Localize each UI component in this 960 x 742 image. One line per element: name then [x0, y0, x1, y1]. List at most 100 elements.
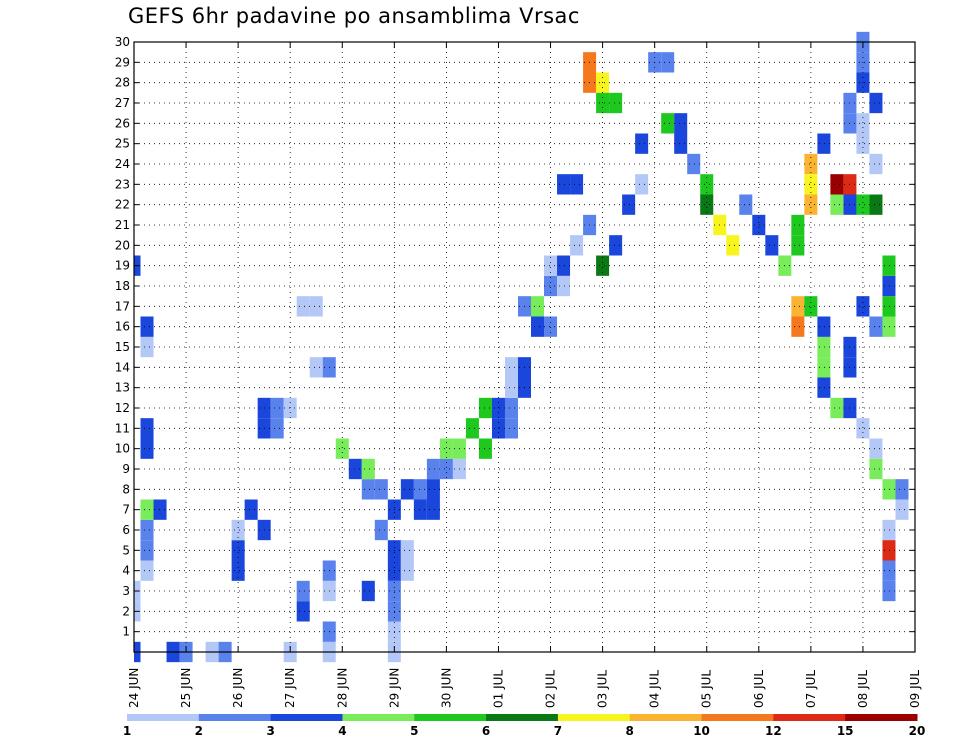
heatmap-cell — [426, 479, 440, 500]
heatmap-cell — [140, 438, 154, 459]
heatmap-cell — [882, 479, 896, 500]
heatmap-cell — [374, 479, 388, 500]
colorbar-label: 7 — [554, 724, 562, 738]
heatmap-cell — [439, 458, 453, 480]
heatmap-cell — [882, 560, 896, 581]
heatmap-cell — [361, 580, 375, 602]
heatmap-cell — [531, 316, 545, 337]
heatmap-cell — [544, 316, 558, 337]
colorbar-label: 3 — [266, 724, 274, 738]
heatmap-cell — [231, 560, 245, 581]
y-tick-label: 15 — [115, 340, 130, 354]
heatmap-cell — [856, 418, 870, 439]
heatmap-cell — [856, 296, 870, 317]
heatmap-cell — [465, 418, 479, 439]
colorbar-label: 2 — [195, 724, 203, 738]
colorbar-swatch — [270, 714, 343, 721]
heatmap-cell — [400, 560, 414, 581]
heatmap-cell — [804, 296, 818, 317]
grid-lines — [133, 41, 916, 652]
heatmap-cell — [374, 519, 388, 541]
chart-title: GEFS 6hr padavine po ansamblima Vrsac — [128, 4, 580, 28]
x-tick-label: 05 JUL — [700, 670, 714, 708]
heatmap-cell — [478, 438, 492, 459]
heatmap-cell — [544, 255, 558, 276]
heatmap-cell — [856, 113, 870, 134]
x-tick-label: 30 JUN — [439, 668, 453, 708]
heatmap-cell — [426, 499, 440, 520]
y-tick-label: 14 — [115, 360, 130, 374]
heatmap-cells — [134, 31, 909, 663]
colorbar-label: 6 — [482, 724, 490, 738]
heatmap-cell — [752, 214, 766, 236]
y-tick-label: 11 — [115, 421, 130, 435]
heatmap-cell — [830, 397, 844, 419]
heatmap-cell — [895, 479, 909, 500]
heatmap-cell — [609, 235, 623, 256]
heatmap-cell — [504, 397, 518, 419]
heatmap-cell — [739, 194, 753, 215]
heatmap-cell — [140, 336, 154, 358]
heatmap-cell — [882, 296, 896, 317]
heatmap-cell — [791, 214, 805, 236]
heatmap-cell — [231, 519, 245, 541]
heatmap-cell — [830, 194, 844, 215]
y-tick-label: 21 — [115, 218, 130, 232]
heatmap-cell — [140, 519, 154, 541]
heatmap-cell — [596, 255, 610, 276]
heatmap-cell — [856, 194, 870, 215]
colorbar-label: 8 — [626, 724, 634, 738]
y-tick-label: 5 — [122, 543, 130, 557]
y-tick-label: 28 — [115, 76, 130, 90]
heatmap-cell — [882, 255, 896, 276]
y-tick-label: 16 — [115, 320, 130, 334]
heatmap-cell — [570, 235, 584, 256]
colorbar-swatch — [198, 714, 272, 721]
y-tick-label: 18 — [115, 279, 130, 293]
heatmap-cell — [661, 52, 675, 73]
heatmap-cell — [361, 458, 375, 480]
x-tick-label: 09 JUL — [908, 670, 922, 708]
heatmap-cell — [140, 560, 154, 581]
heatmap-cell — [544, 275, 558, 297]
y-tick-label: 12 — [115, 401, 130, 415]
heatmap-cell — [140, 540, 154, 561]
heatmap-cell — [557, 275, 571, 297]
heatmap-cell — [635, 174, 649, 195]
heatmap-cell — [478, 397, 492, 419]
heatmap-cell — [700, 194, 714, 215]
colorbar-label: 15 — [837, 724, 854, 738]
y-tick-label: 22 — [115, 198, 130, 212]
y-tick-label: 29 — [115, 55, 130, 69]
heatmap-cell — [413, 499, 427, 520]
x-tick-label: 26 JUN — [231, 668, 245, 708]
y-tick-label: 30 — [115, 35, 130, 49]
heatmap-cell — [153, 499, 167, 520]
heatmap-cell — [570, 174, 584, 195]
heatmap-cell — [726, 235, 740, 256]
heatmap-cell — [804, 153, 818, 175]
heatmap-cell — [804, 194, 818, 215]
heatmap-cell — [270, 418, 284, 439]
heatmap-cell — [140, 418, 154, 439]
heatmap-cell — [817, 357, 831, 378]
colorbar-swatch — [557, 714, 631, 721]
colorbar-label: 20 — [909, 724, 926, 738]
heatmap-cell — [869, 194, 883, 215]
heatmap-cell — [817, 377, 831, 398]
y-tick-label: 1 — [122, 625, 130, 639]
heatmap-cell — [140, 499, 154, 520]
heatmap-cell — [882, 275, 896, 297]
heatmap-cell — [296, 296, 310, 317]
heatmap-cell — [504, 357, 518, 378]
heatmap-cell — [335, 438, 349, 459]
heatmap-cell — [557, 255, 571, 276]
heatmap-cell — [791, 316, 805, 337]
y-tick-label: 6 — [122, 523, 130, 537]
x-tick-label: 24 JUN — [127, 668, 141, 708]
heatmap-cell — [817, 133, 831, 154]
heatmap-cell — [830, 174, 844, 195]
heatmap-cell — [426, 458, 440, 480]
y-tick-label: 19 — [115, 259, 130, 273]
